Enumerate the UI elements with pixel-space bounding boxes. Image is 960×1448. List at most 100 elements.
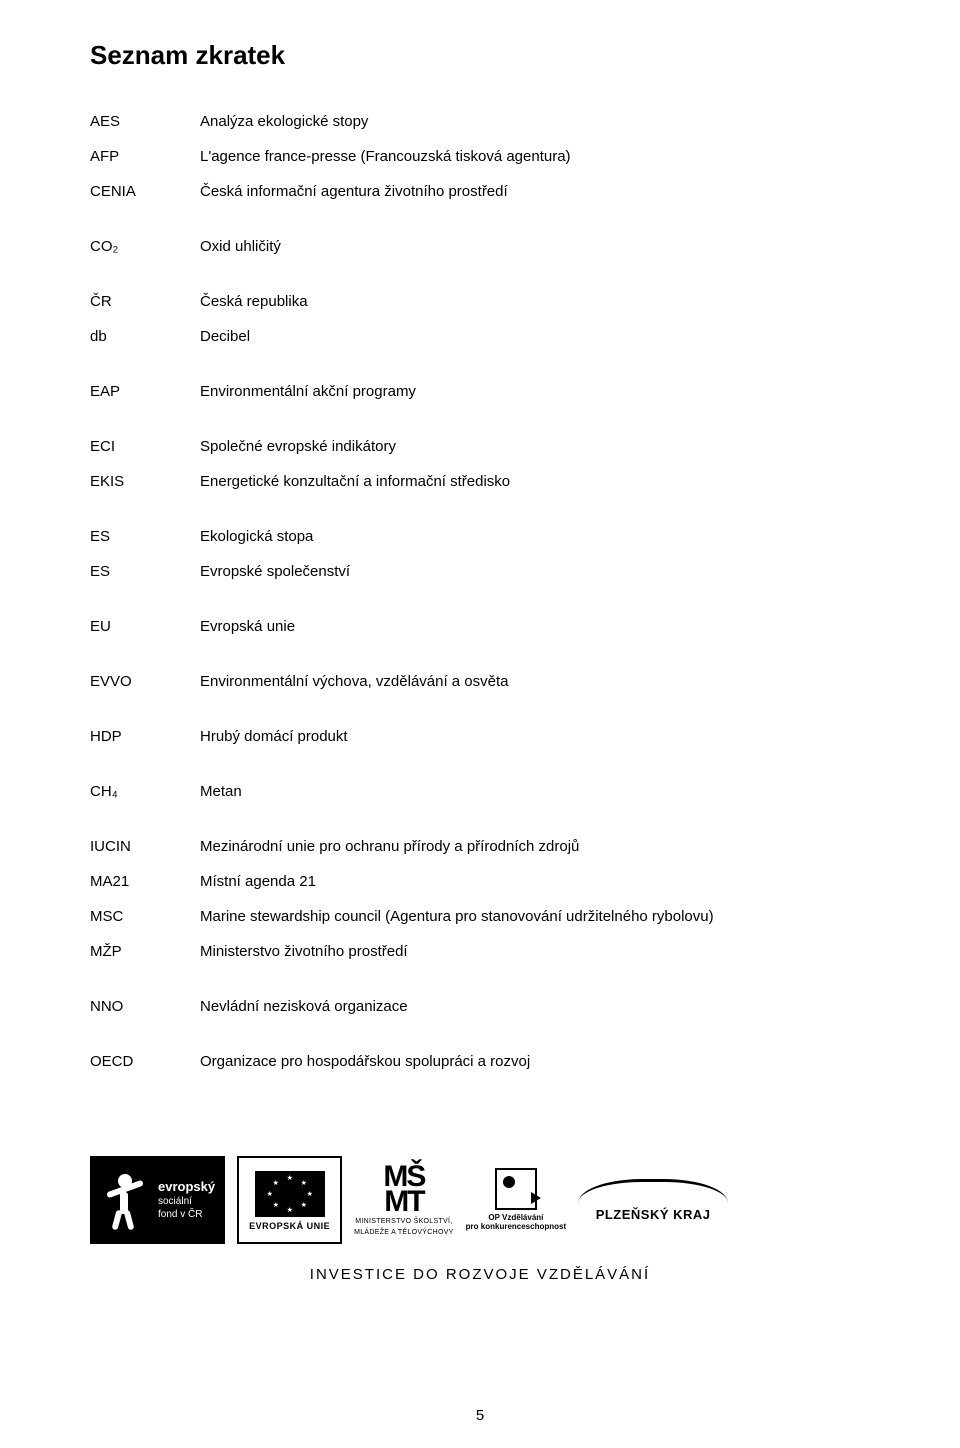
abbreviation-term: MA21	[90, 871, 200, 892]
row-gap	[90, 637, 870, 671]
abbreviation-term: EAP	[90, 381, 200, 402]
abbreviation-row: ECISpolečné evropské indikátory	[90, 436, 870, 457]
abbreviation-definition: Nevládní nezisková organizace	[200, 996, 870, 1017]
row-gap	[90, 492, 870, 526]
abbreviation-term: EKIS	[90, 471, 200, 492]
abbreviation-row: ESEkologická stopa	[90, 526, 870, 547]
abbreviation-row: ESEvropské společenství	[90, 561, 870, 582]
abbreviation-definition: Analýza ekologické stopy	[200, 111, 870, 132]
abbreviation-row: ČRČeská republika	[90, 291, 870, 312]
abbreviation-term: EVVO	[90, 671, 200, 692]
row-gap	[90, 347, 870, 381]
row-gap	[90, 892, 870, 906]
row-gap	[90, 167, 870, 181]
abbreviation-row: IUCINMezinárodní unie pro ochranu přírod…	[90, 836, 870, 857]
abbreviation-definition: Environmentální akční programy	[200, 381, 870, 402]
logo-eu: ★ ★ ★ ★ ★ ★ ★ ★ EVROPSKÁ UNIE	[237, 1156, 342, 1244]
row-gap	[90, 1017, 870, 1051]
abbreviation-definition: Decibel	[200, 326, 870, 347]
msmt-caption2: MLÁDEŽE A TĚLOVÝCHOVY	[354, 1229, 454, 1237]
row-gap	[90, 857, 870, 871]
abbreviation-term: MŽP	[90, 941, 200, 962]
op-square-icon	[495, 1168, 537, 1210]
abbreviation-row: OECDOrganizace pro hospodářskou spoluprá…	[90, 1051, 870, 1072]
abbreviation-term: EU	[90, 616, 200, 637]
abbreviation-definition: Ekologická stopa	[200, 526, 870, 547]
abbreviation-row: EVVOEnvironmentální výchova, vzdělávání …	[90, 671, 870, 692]
row-gap	[90, 747, 870, 781]
abbreviation-term: CO₂	[90, 236, 200, 257]
abbreviation-definition: Hrubý domácí produkt	[200, 726, 870, 747]
row-gap	[90, 132, 870, 146]
abbreviation-term: ECI	[90, 436, 200, 457]
abbreviation-row: CENIAČeská informační agentura životního…	[90, 181, 870, 202]
plzen-caption: PLZEŇSKÝ KRAJ	[596, 1207, 711, 1222]
abbreviation-definition: Organizace pro hospodářskou spolupráci a…	[200, 1051, 870, 1072]
logo-esf: evropský sociální fond v ČR	[90, 1156, 225, 1244]
msmt-letters-bottom: MT	[384, 1189, 423, 1215]
abbreviation-row: MSCMarine stewardship council (Agentura …	[90, 906, 870, 927]
abbreviation-term: MSC	[90, 906, 200, 927]
op-caption2: pro konkurenceschopnost	[466, 1223, 566, 1232]
abbreviation-definition: Místní agenda 21	[200, 871, 870, 892]
abbreviation-row: EKISEnergetické konzultační a informační…	[90, 471, 870, 492]
logo-op: OP Vzdělávání pro konkurenceschopnost	[466, 1156, 566, 1244]
abbreviation-term: NNO	[90, 996, 200, 1017]
esf-figure-icon	[100, 1170, 150, 1230]
abbreviation-row: AFPL'agence france-presse (Francouzská t…	[90, 146, 870, 167]
row-gap	[90, 692, 870, 726]
row-gap	[90, 457, 870, 471]
abbreviation-definition: Marine stewardship council (Agentura pro…	[200, 906, 870, 927]
row-gap	[90, 1072, 870, 1106]
abbreviation-term: ES	[90, 561, 200, 582]
abbreviation-row: EUEvropská unie	[90, 616, 870, 637]
abbreviation-term: IUCIN	[90, 836, 200, 857]
row-gap	[90, 962, 870, 996]
abbreviation-row: HDPHrubý domácí produkt	[90, 726, 870, 747]
abbreviation-definition: Evropské společenství	[200, 561, 870, 582]
row-gap	[90, 802, 870, 836]
abbreviation-row: CO₂Oxid uhličitý	[90, 236, 870, 257]
page-title: Seznam zkratek	[90, 40, 870, 71]
invest-line: INVESTICE DO ROZVOJE VZDĚLÁVÁNÍ	[90, 1266, 870, 1283]
abbreviation-row: EAPEnvironmentální akční programy	[90, 381, 870, 402]
abbreviation-definition: Metan	[200, 781, 870, 802]
row-gap	[90, 312, 870, 326]
abbreviation-term: CENIA	[90, 181, 200, 202]
abbreviation-term: ČR	[90, 291, 200, 312]
row-gap	[90, 547, 870, 561]
esf-line3: fond v ČR	[158, 1208, 215, 1221]
plzen-arc-icon	[578, 1179, 728, 1203]
abbreviation-row: MŽPMinisterstvo životního prostředí	[90, 941, 870, 962]
abbreviation-list: AESAnalýza ekologické stopyAFPL'agence f…	[90, 111, 870, 1106]
abbreviation-term: HDP	[90, 726, 200, 747]
row-gap	[90, 202, 870, 236]
abbreviation-term: CH₄	[90, 781, 200, 802]
document-page: Seznam zkratek AESAnalýza ekologické sto…	[0, 0, 960, 1448]
abbreviation-definition: L'agence france-presse (Francouzská tisk…	[200, 146, 870, 167]
abbreviation-row: MA21Místní agenda 21	[90, 871, 870, 892]
abbreviation-definition: Evropská unie	[200, 616, 870, 637]
abbreviation-definition: Česká informační agentura životního pros…	[200, 181, 870, 202]
row-gap	[90, 402, 870, 436]
abbreviation-term: db	[90, 326, 200, 347]
abbreviation-definition: Energetické konzultační a informační stř…	[200, 471, 870, 492]
row-gap	[90, 582, 870, 616]
abbreviation-term: AES	[90, 111, 200, 132]
abbreviation-definition: Ministerstvo životního prostředí	[200, 941, 870, 962]
abbreviation-row: dbDecibel	[90, 326, 870, 347]
logo-plzen: PLZEŇSKÝ KRAJ	[578, 1156, 728, 1244]
logo-msmt: MŠ MT MINISTERSTVO ŠKOLSTVÍ, MLÁDEŽE A T…	[354, 1156, 454, 1244]
abbreviation-definition: Environmentální výchova, vzdělávání a os…	[200, 671, 870, 692]
esf-text: evropský sociální fond v ČR	[158, 1179, 215, 1222]
abbreviation-definition: Česká republika	[200, 291, 870, 312]
page-number: 5	[0, 1407, 960, 1424]
row-gap	[90, 257, 870, 291]
abbreviation-term: ES	[90, 526, 200, 547]
eu-caption: EVROPSKÁ UNIE	[249, 1221, 330, 1231]
esf-line2: sociální	[158, 1195, 215, 1208]
abbreviation-definition: Oxid uhličitý	[200, 236, 870, 257]
msmt-caption1: MINISTERSTVO ŠKOLSTVÍ,	[355, 1218, 452, 1226]
abbreviation-row: NNONevládní nezisková organizace	[90, 996, 870, 1017]
abbreviation-term: AFP	[90, 146, 200, 167]
